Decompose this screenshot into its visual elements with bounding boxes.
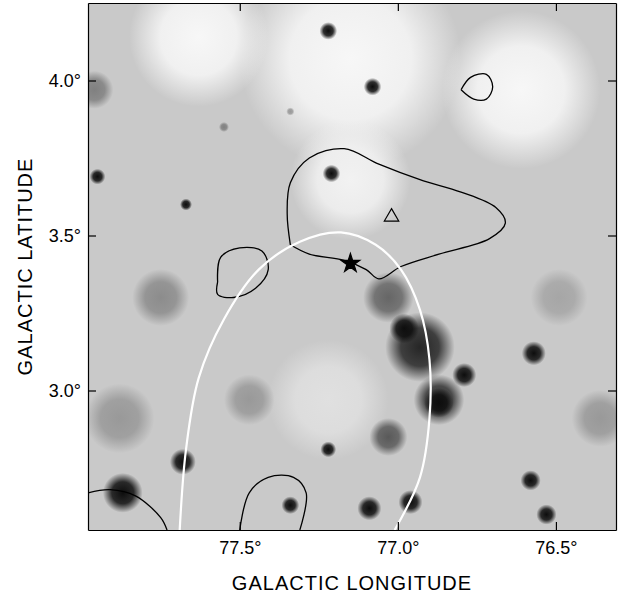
source	[323, 165, 341, 183]
source	[389, 314, 419, 344]
tick: 77.5°	[219, 522, 261, 558]
axis-line	[88, 4, 89, 531]
source	[224, 375, 275, 426]
tick	[556, 3, 557, 11]
source	[281, 496, 299, 514]
tick: 4.0°	[49, 71, 96, 91]
axis-line	[89, 530, 617, 531]
tick-label: 3.0°	[49, 381, 81, 401]
chart: 77.5° 77.0° 76.5° 3.0° 3.5° 4.0° GALACTIC LONG…	[0, 0, 627, 599]
tick-mark	[398, 3, 399, 11]
axis-line	[89, 3, 617, 4]
source	[132, 269, 189, 326]
y-axis-title: GALACTIC LATITUDE	[14, 158, 36, 376]
tick	[398, 3, 399, 11]
ellipse	[180, 232, 431, 530]
source	[424, 388, 454, 418]
tick	[608, 81, 616, 82]
tick-mark	[608, 390, 616, 391]
source	[442, 11, 600, 169]
source	[103, 473, 143, 513]
tick-mark	[398, 522, 399, 530]
x-axis: 77.5° 77.0° 76.5°	[89, 522, 617, 558]
source	[531, 269, 588, 326]
marker-triangle	[384, 209, 398, 221]
source	[319, 22, 337, 40]
tick	[240, 3, 241, 11]
plot: 77.5° 77.0° 76.5° 3.0° 3.5° 4.0°	[49, 0, 627, 558]
tick-label: 4.0°	[49, 71, 81, 91]
axis-line	[616, 4, 617, 531]
source	[521, 470, 541, 490]
y-axis-right	[608, 4, 617, 531]
tick	[608, 391, 616, 392]
tick: 76.5°	[535, 522, 577, 558]
contour	[287, 149, 505, 279]
tick-mark	[556, 522, 557, 530]
source	[88, 384, 154, 454]
tick-mark	[608, 80, 616, 81]
tick: 77.0°	[377, 522, 419, 558]
x-axis-title: GALACTIC LONGITUDE	[232, 572, 472, 594]
source	[180, 198, 192, 210]
source	[572, 390, 616, 447]
source	[286, 107, 294, 115]
tick	[608, 236, 616, 237]
contour	[461, 74, 493, 101]
tick: 3.5°	[49, 226, 96, 246]
source	[90, 169, 106, 185]
marker-star	[341, 254, 360, 272]
tick-mark	[88, 390, 96, 391]
source	[385, 312, 455, 382]
source	[364, 78, 382, 96]
tick-mark	[240, 522, 241, 530]
source	[357, 496, 381, 520]
source	[88, 71, 113, 109]
tick-mark	[240, 3, 241, 11]
tick-mark	[556, 3, 557, 11]
tick-label: 3.5°	[49, 226, 81, 246]
tick-mark	[88, 80, 96, 81]
tick-label: 77.0°	[377, 538, 419, 558]
tick-mark	[608, 235, 616, 236]
tick-mark	[88, 235, 96, 236]
contour	[88, 490, 167, 530]
source	[522, 341, 546, 365]
source	[369, 418, 407, 456]
x-axis-top	[89, 3, 617, 11]
source	[452, 363, 476, 387]
tick: 3.0°	[49, 381, 96, 401]
tick-label: 76.5°	[535, 538, 577, 558]
tick-label: 77.5°	[219, 538, 261, 558]
source	[219, 122, 229, 132]
contour	[240, 475, 307, 530]
source	[290, 120, 410, 240]
source	[129, 3, 268, 107]
image-area	[88, 3, 616, 530]
source	[536, 504, 556, 524]
source	[320, 441, 336, 457]
y-axis: 3.0° 3.5° 4.0°	[49, 4, 96, 531]
